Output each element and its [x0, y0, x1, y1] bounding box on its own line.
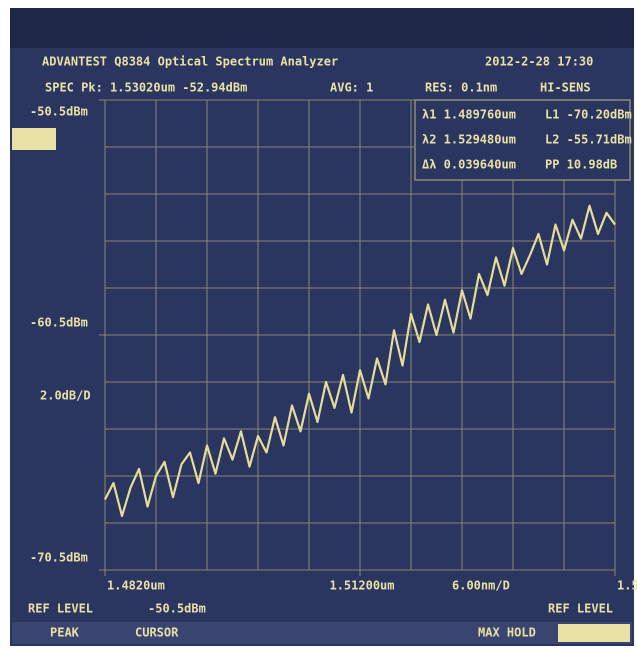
y-tick-label: -70.5dBm	[30, 551, 88, 565]
ref-level-label: REF LEVEL	[548, 602, 613, 616]
marker-box	[414, 99, 631, 181]
timestamp: 2012-2-28 17:30	[485, 55, 593, 69]
y-scale: 2.0dB/D	[40, 389, 91, 403]
ref-level-label: REF LEVEL	[28, 602, 93, 616]
x-tick-label: 1.4820um	[107, 579, 165, 593]
status: AVG: 1	[330, 81, 373, 95]
spectrum-trace	[104, 204, 616, 518]
marker-position: Δλ 0.039640um	[422, 158, 516, 172]
x-tick-label: 1.5420um	[617, 579, 637, 593]
screen-top	[10, 8, 634, 48]
marker-position: λ2 1.529480um	[422, 133, 516, 147]
y-tick-label: -60.5dBm	[30, 316, 88, 330]
softkey[interactable]: PEAK	[50, 626, 80, 640]
x-tick-label: 1.51200um	[329, 579, 394, 593]
x-scale: 6.00nm/D	[452, 579, 510, 593]
softkey-bar	[12, 622, 632, 644]
softkey-active[interactable]	[558, 624, 630, 642]
status: SPEC Pk: 1.53020um -52.94dBm	[45, 81, 247, 95]
ref-indicator	[12, 128, 56, 150]
y-tick-label: -50.5dBm	[30, 105, 88, 119]
title: ADVANTEST Q8384 Optical Spectrum Analyze…	[42, 55, 338, 69]
marker-level: PP 10.98dB	[545, 158, 617, 172]
softkey[interactable]: MAX HOLD	[478, 626, 536, 640]
status: HI-SENS	[540, 81, 591, 95]
ref-level: -50.5dBm	[148, 602, 206, 616]
marker-position: λ1 1.489760um	[422, 108, 516, 122]
marker-level: L2 -55.71dBm	[545, 133, 632, 147]
status: RES: 0.1nm	[425, 81, 497, 95]
marker-level: L1 -70.20dBm	[545, 108, 632, 122]
softkey[interactable]: CURSOR	[135, 626, 179, 640]
